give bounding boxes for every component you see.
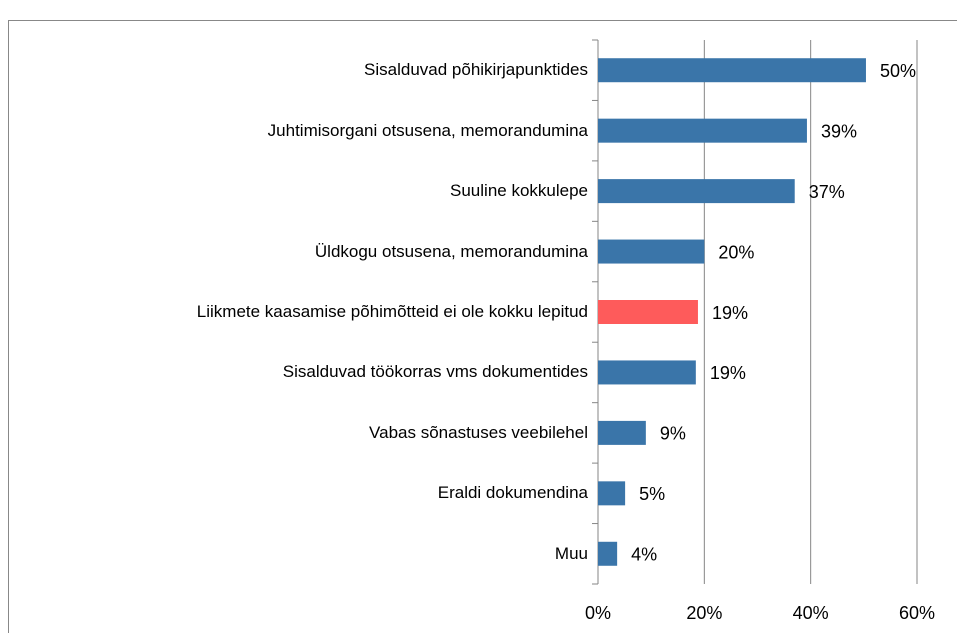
- y-tick-label: Sisalduvad põhikirjapunktides: [364, 60, 588, 80]
- category-label-box: Sisalduvad töökorras vms dokumentides: [108, 359, 588, 385]
- y-tick-label: Sisalduvad töökorras vms dokumentides: [282, 362, 588, 382]
- y-tick-label: Muu: [554, 543, 588, 563]
- value-label: 20%: [718, 242, 754, 262]
- value-label: 37%: [809, 182, 845, 202]
- value-label: 39%: [821, 121, 857, 141]
- x-tick-label: 0%: [585, 603, 611, 623]
- bar: [598, 118, 807, 143]
- value-label: 19%: [712, 303, 748, 323]
- category-label-box: Vabas sõnastuses veebilehel: [108, 420, 588, 446]
- category-label-box: Suuline kokkulepe: [108, 178, 588, 204]
- y-tick-label: Vabas sõnastuses veebilehel: [369, 422, 588, 442]
- bar: [598, 300, 698, 324]
- chart-frame: [8, 20, 957, 633]
- value-label: 19%: [710, 363, 746, 383]
- value-label: 5%: [639, 484, 665, 504]
- y-tick-label: Liikmete kaasamise põhimõtteid ei ole ko…: [196, 302, 588, 321]
- category-label-box: Eraldi dokumendina: [108, 480, 588, 506]
- category-label-box: Liikmete kaasamise põhimõtteid ei ole ko…: [108, 299, 588, 325]
- value-label: 50%: [880, 61, 916, 81]
- value-label: 4%: [631, 545, 657, 565]
- bar: [598, 58, 866, 83]
- x-tick-label: 40%: [793, 603, 829, 623]
- category-label-box: Sisalduvad põhikirjapunktides: [108, 57, 588, 83]
- category-label-box: Üldkogu otsusena, memorandumina: [108, 239, 588, 265]
- category-label-box: Juhtimisorgani otsusena, memorandumina: [108, 118, 588, 144]
- y-tick-label: Suuline kokkulepe: [450, 181, 588, 201]
- y-tick-label: Eraldi dokumendina: [437, 483, 588, 503]
- y-tick-label: Juhtimisorgani otsusena, memorandumina: [267, 120, 588, 140]
- bar: [598, 360, 696, 385]
- x-tick-label: 60%: [899, 603, 935, 623]
- y-tick-label: Üldkogu otsusena, memorandumina: [314, 241, 588, 261]
- bar: [598, 239, 705, 264]
- bar: [598, 541, 618, 566]
- bar: [598, 179, 795, 204]
- x-tick-label: 20%: [686, 603, 722, 623]
- bar: [598, 420, 646, 445]
- category-label-box: Muu: [108, 541, 588, 567]
- value-label: 9%: [660, 424, 686, 444]
- bar: [598, 481, 626, 506]
